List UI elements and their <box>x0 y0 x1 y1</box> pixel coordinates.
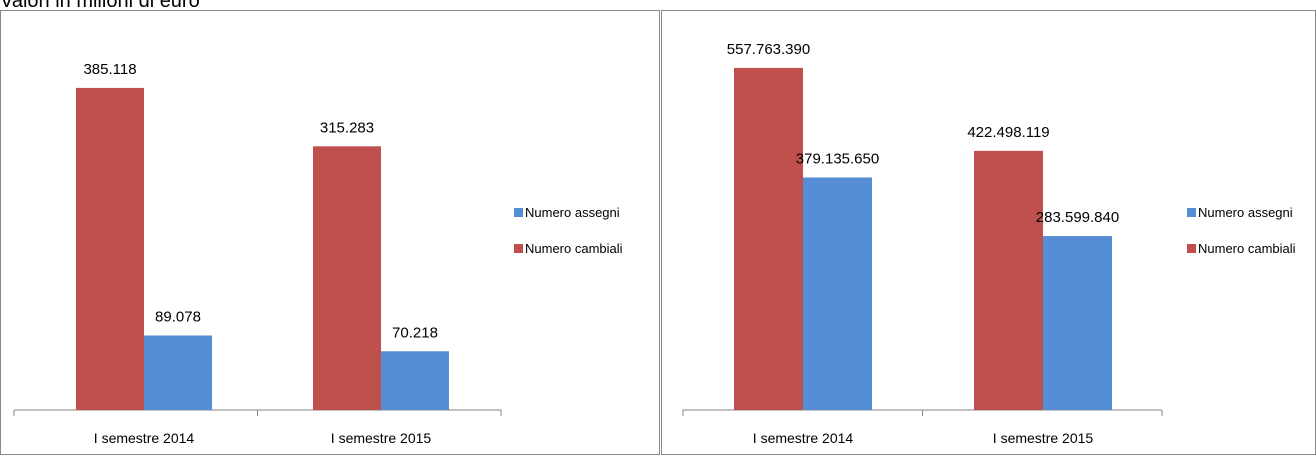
data-label: 283.599.840 <box>1036 209 1119 226</box>
bar-numero-assegni-2 <box>1043 236 1112 410</box>
data-label: 557.763.390 <box>727 41 810 58</box>
x-tick-label: I semestre 2014 <box>753 430 854 446</box>
bar-numero-cambiali-2 <box>313 146 381 410</box>
bar-numero-assegni-2 <box>381 351 449 410</box>
legend-label: Numero assegni <box>1198 205 1293 220</box>
bar-numero-assegni-1 <box>803 177 872 410</box>
legend-swatch <box>514 208 523 217</box>
chart-header: Valori in milioni di euro <box>0 0 200 12</box>
bar-numero-assegni-1 <box>144 335 212 410</box>
bar-chart-left: 385.118 89.078 I semestre 2014 315.283 70.21… <box>13 61 623 446</box>
x-tick-label: I semestre 2015 <box>993 430 1094 446</box>
legend-swatch <box>1187 244 1196 253</box>
legend-label: Numero cambiali <box>1198 241 1296 256</box>
legend-swatch <box>514 244 523 253</box>
x-tick-label: I semestre 2015 <box>331 430 432 446</box>
chart-panel-right: 557.763.390 379.135.650 I semestre 2014 422… <box>661 10 1316 455</box>
bar-numero-cambiali-2 <box>974 150 1043 411</box>
bar-chart-right: 557.763.390 379.135.650 I semestre 2014 422… <box>682 41 1296 446</box>
legend-label: Numero cambiali <box>525 241 623 256</box>
data-label: 89.078 <box>155 308 201 325</box>
data-label: 70.218 <box>392 324 438 341</box>
bar-numero-cambiali-1 <box>76 87 144 410</box>
chart-panel-left: 385.118 89.078 I semestre 2014 315.283 70.21… <box>0 10 660 455</box>
x-tick-label: I semestre 2014 <box>94 430 195 446</box>
data-label: 422.498.119 <box>967 124 1049 141</box>
data-label: 315.283 <box>320 119 374 136</box>
data-label: 379.135.650 <box>796 150 879 167</box>
legend-swatch <box>1187 208 1196 217</box>
bar-numero-cambiali-1 <box>734 67 803 410</box>
data-label: 385.118 <box>83 61 136 78</box>
legend-label: Numero assegni <box>525 205 620 220</box>
